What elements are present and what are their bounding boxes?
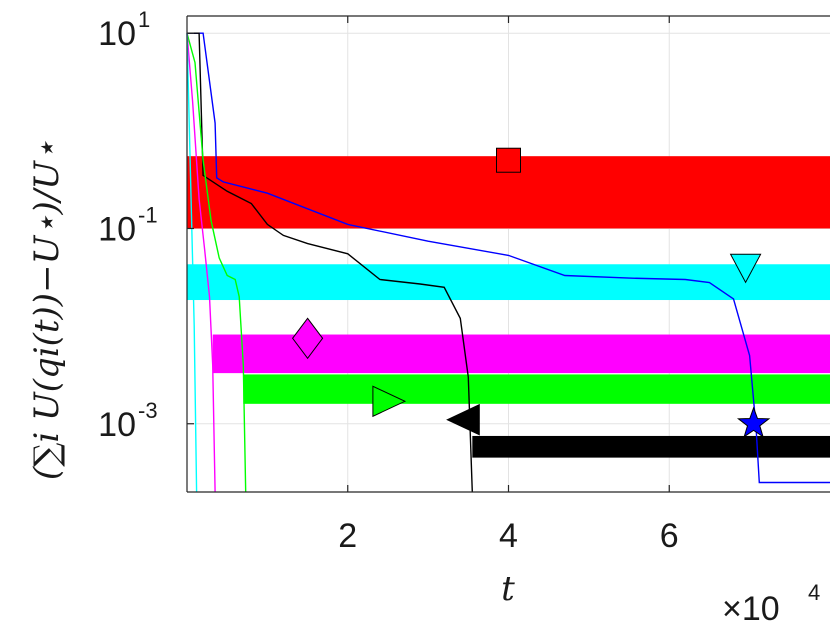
series-line-1 xyxy=(187,32,473,493)
series-bands xyxy=(187,156,830,458)
series-line-2 xyxy=(186,33,247,493)
y-axis-label: (∑i U(qi(t))−U⋆)/U⋆ xyxy=(27,140,67,480)
x-tick-label-0: 2 xyxy=(338,517,357,555)
marker-triangle-right-3 xyxy=(372,385,407,418)
x-tick-label-1: 4 xyxy=(499,517,518,555)
y-tick-label-base-2: 10 xyxy=(98,406,136,444)
x-multiplier-exponent: 4 xyxy=(808,580,820,605)
series-band-4 xyxy=(472,435,830,458)
y-tick-label-exponent-2: -3 xyxy=(138,398,158,423)
marker-diamond-2 xyxy=(291,317,324,360)
marker-square-0 xyxy=(496,147,521,173)
x-multiplier-base: ×10 xyxy=(722,590,780,628)
x-tick-label-2: 6 xyxy=(660,517,679,555)
x-axis-label: t xyxy=(501,569,515,609)
x-multiplier: ×10 4 xyxy=(722,580,820,628)
series-line-0 xyxy=(187,32,830,484)
series-markers xyxy=(291,147,771,438)
series-line-3 xyxy=(186,33,216,493)
marker-triangle-left-4 xyxy=(446,403,480,436)
series-band-3 xyxy=(243,374,830,404)
y-tick-label-exponent-0: 1 xyxy=(138,7,150,32)
y-tick-label-base-0: 10 xyxy=(98,15,136,53)
series-band-1 xyxy=(187,264,830,301)
marker-star-5 xyxy=(736,406,771,438)
y-tick-label-exponent-1: -1 xyxy=(138,202,158,227)
y-tick-label-base-1: 10 xyxy=(98,210,136,248)
axes-frame xyxy=(186,15,830,493)
marker-triangle-down-1 xyxy=(729,253,762,284)
